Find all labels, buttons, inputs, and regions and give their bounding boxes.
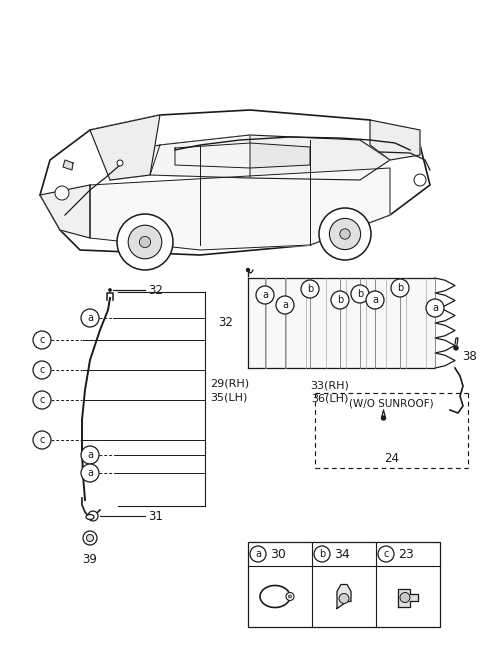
Circle shape [301,280,319,298]
Circle shape [366,291,384,309]
Circle shape [108,289,111,291]
Circle shape [331,291,349,309]
Text: 39: 39 [83,553,97,566]
Text: a: a [87,468,93,478]
Polygon shape [370,120,420,160]
Text: 38: 38 [462,350,477,363]
Circle shape [276,296,294,314]
Circle shape [378,546,394,562]
Polygon shape [110,135,390,180]
Circle shape [351,285,369,303]
Text: a: a [432,303,438,313]
Circle shape [55,186,69,200]
Text: a: a [372,295,378,305]
Circle shape [33,431,51,449]
Circle shape [83,531,97,545]
Text: a: a [282,300,288,310]
Circle shape [400,592,410,602]
Text: a: a [255,549,261,559]
Polygon shape [175,143,310,168]
Text: b: b [337,295,343,305]
Circle shape [286,592,294,600]
Text: c: c [39,435,45,445]
Circle shape [314,546,330,562]
Circle shape [288,595,291,598]
Text: 32: 32 [148,283,163,297]
Polygon shape [90,168,390,250]
Polygon shape [40,110,430,255]
Text: a: a [87,450,93,460]
Circle shape [414,174,426,186]
Polygon shape [398,588,418,607]
Circle shape [117,214,173,270]
Circle shape [139,236,151,247]
Circle shape [247,268,250,272]
Polygon shape [40,185,90,238]
Text: c: c [39,365,45,375]
Circle shape [33,361,51,379]
Circle shape [81,446,99,464]
Polygon shape [337,584,351,609]
Text: 24: 24 [384,451,399,464]
Text: 30: 30 [270,548,286,560]
Text: 29(RH)
35(LH): 29(RH) 35(LH) [210,378,249,402]
Circle shape [339,594,349,604]
Circle shape [382,416,385,420]
Text: 31: 31 [148,510,163,522]
Circle shape [86,535,94,541]
Circle shape [33,391,51,409]
Circle shape [454,346,458,350]
Text: c: c [39,395,45,405]
Text: 34: 34 [334,548,350,560]
Text: b: b [307,284,313,294]
Text: a: a [262,290,268,300]
Ellipse shape [86,514,94,520]
Text: 32: 32 [218,316,233,329]
Text: c: c [384,549,389,559]
Circle shape [128,225,162,259]
Text: a: a [87,313,93,323]
Circle shape [256,286,274,304]
Circle shape [391,279,409,297]
Text: 23: 23 [398,548,414,560]
Circle shape [250,546,266,562]
Polygon shape [63,160,73,170]
Polygon shape [150,135,250,178]
Text: (W/O SUNROOF): (W/O SUNROOF) [349,399,434,409]
Circle shape [88,511,98,521]
Text: 33(RH)
36(LH): 33(RH) 36(LH) [311,380,349,403]
Text: c: c [39,335,45,345]
Circle shape [81,309,99,327]
Text: b: b [357,289,363,299]
Circle shape [329,218,360,249]
Polygon shape [248,278,435,368]
Text: b: b [397,283,403,293]
Circle shape [319,208,371,260]
Circle shape [426,299,444,317]
Circle shape [117,160,123,166]
Circle shape [340,229,350,239]
Circle shape [81,464,99,482]
Text: b: b [319,549,325,559]
Circle shape [33,331,51,349]
Polygon shape [90,115,160,180]
